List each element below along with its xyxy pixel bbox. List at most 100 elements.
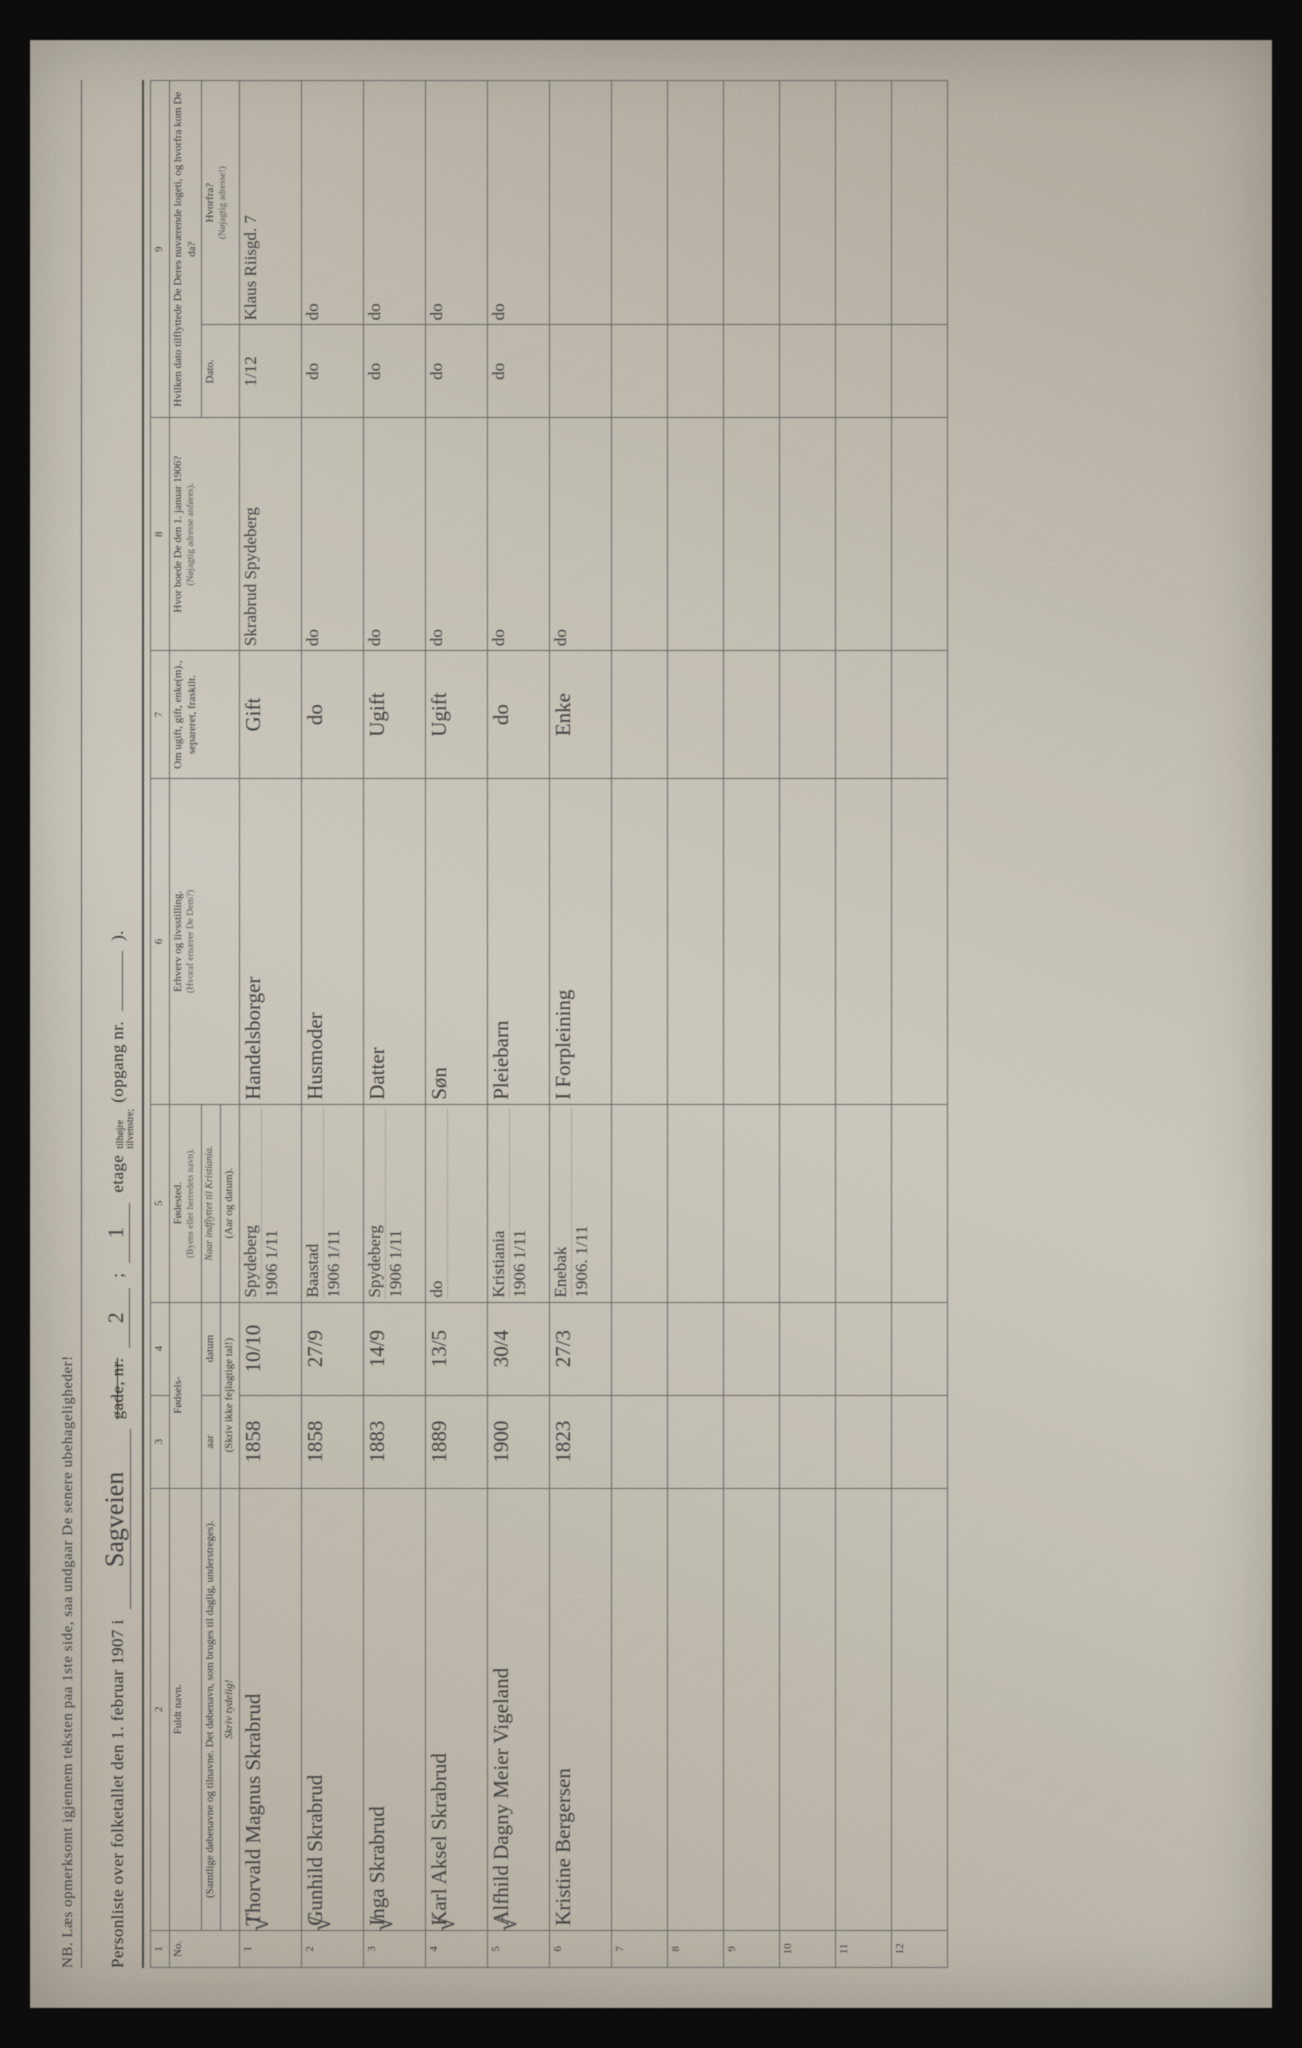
cell-empty <box>611 1104 667 1302</box>
cell-move-from: do <box>487 81 549 325</box>
cell-rownum: 7 <box>611 1930 667 1967</box>
cell-empty <box>723 1395 779 1488</box>
cell-occupation: Søn <box>425 779 487 1105</box>
cell-move-date: do <box>487 325 549 418</box>
cell-empty <box>723 779 779 1105</box>
cell-move-from: do <box>301 81 363 325</box>
cell-name: √Karl Aksel Skrabrud <box>425 1488 487 1930</box>
cell-addr1906: Skrabrud Spydeberg <box>239 418 301 651</box>
cell-empty <box>835 651 891 779</box>
cell-occupation: I Forpleining <box>549 779 611 1105</box>
colnum-9: 9 <box>151 81 170 418</box>
cell-rownum: 3 <box>363 1930 425 1967</box>
cell-empty <box>779 1395 835 1488</box>
colnum-5: 5 <box>151 1104 170 1302</box>
table-row: 6Kristine Bergersen182327/3Enebak1906. 1… <box>549 81 611 1968</box>
cell-empty <box>891 1302 947 1395</box>
table-row: 8 <box>667 81 723 1968</box>
cell-empty <box>891 1395 947 1488</box>
colnum-7: 7 <box>151 651 170 779</box>
cell-empty <box>779 81 835 325</box>
cell-empty <box>723 1488 779 1930</box>
cell-rownum: 11 <box>835 1930 891 1967</box>
cell-birthplace: do <box>425 1104 487 1302</box>
cell-empty <box>891 1104 947 1302</box>
cell-empty <box>835 81 891 325</box>
cell-year: 1823 <box>549 1395 611 1488</box>
col-date: datum <box>202 1302 221 1395</box>
cell-move-date: do <box>301 325 363 418</box>
cell-empty <box>723 325 779 418</box>
cell-addr1906: do <box>487 418 549 651</box>
cell-marital: Gift <box>239 651 301 779</box>
cell-year: 1889 <box>425 1395 487 1488</box>
col-moved-kra-label: Naar indflyttet til Kristiania. <box>204 1109 217 1298</box>
cell-addr1906: do <box>301 418 363 651</box>
cell-empty <box>667 418 723 651</box>
cell-empty <box>891 779 947 1105</box>
cell-empty <box>723 1104 779 1302</box>
cell-move-date: do <box>363 325 425 418</box>
cell-marital: Ugift <box>363 651 425 779</box>
col-birthplace-sub: (Byens eller herredets navn). <box>186 1109 198 1298</box>
cell-move-from: do <box>425 81 487 325</box>
cell-move-from: do <box>363 81 425 325</box>
cell-rownum: 5 <box>487 1930 549 1967</box>
street-name-handwritten: Sagveien <box>100 1429 131 1609</box>
house-number-handwritten: 2 <box>103 1288 130 1348</box>
table-row: 7 <box>611 81 667 1968</box>
cell-empty <box>611 1488 667 1930</box>
cell-year: 1858 <box>239 1395 301 1488</box>
separator: ; <box>108 1273 128 1278</box>
cell-addr1906: do <box>363 418 425 651</box>
cell-birthplace: Enebak1906. 1/11 <box>549 1104 611 1302</box>
cell-marital: Ugift <box>425 651 487 779</box>
colnum-8: 8 <box>151 418 170 651</box>
cell-empty <box>835 325 891 418</box>
cell-birthplace: Kristiania1906 1/11 <box>487 1104 549 1302</box>
cell-empty <box>779 418 835 651</box>
opgang-label: (opgang nr. <box>108 1021 128 1103</box>
cell-name: √Thorvald Magnus Skrabrud <box>239 1488 301 1930</box>
col-occupation-label: Erhverv og livsstilling. <box>172 783 186 1100</box>
side-bottom: tilvenstre; <box>126 1109 136 1149</box>
col-birthplace-label: Fødested. <box>172 1109 186 1298</box>
cell-empty <box>779 1104 835 1302</box>
cell-empty <box>779 325 835 418</box>
cell-empty <box>835 779 891 1105</box>
col-move-from-foot: (Nøjagtig adresse!) <box>218 85 230 320</box>
cell-datum: 13/5 <box>425 1302 487 1395</box>
col-name-sub: (Samtlige døbenavne og tilnavne. Det døb… <box>202 1488 221 1930</box>
cell-empty <box>667 1104 723 1302</box>
cell-rownum: 10 <box>779 1930 835 1967</box>
cell-empty <box>611 325 667 418</box>
form-header: Personliste over folketallet den 1. febr… <box>92 80 144 1968</box>
col-name: Fuldt navn. <box>169 1488 202 1930</box>
cell-empty <box>779 1488 835 1930</box>
cell-rownum: 4 <box>425 1930 487 1967</box>
colnum-4: 4 <box>151 1302 170 1395</box>
colnum-1: 1 <box>151 1930 170 1967</box>
cell-datum: 30/4 <box>487 1302 549 1395</box>
census-form-paper: NB. Læs opmerksomt igjennem teksten paa … <box>30 40 1272 2008</box>
cell-empty <box>723 1302 779 1395</box>
cell-empty <box>891 651 947 779</box>
cell-year: 1883 <box>363 1395 425 1488</box>
gade-label: gade, nr. <box>108 1358 128 1420</box>
cell-name: √Inga Skrabrud <box>363 1488 425 1930</box>
cell-rownum: 12 <box>891 1930 947 1967</box>
cell-datum: 14/9 <box>363 1302 425 1395</box>
table-row: 2√Gunhild Skrabrud185827/9Baastad1906 1/… <box>301 81 363 1968</box>
col-move-from: Hvorfra? (Nøjagtig adresse!) <box>202 81 240 325</box>
table-row: 12 <box>891 81 947 1968</box>
cell-empty <box>723 651 779 779</box>
col-no: No. <box>169 1930 239 1967</box>
cell-move-date <box>549 325 611 418</box>
cell-empty <box>891 418 947 651</box>
table-row: 4√Karl Aksel Skrabrud188913/5doSønUgiftd… <box>425 81 487 1968</box>
nb-instruction: NB. Læs opmerksomt igjennem teksten paa … <box>60 80 82 1968</box>
cell-year: 1900 <box>487 1395 549 1488</box>
cell-occupation: Pleiebarn <box>487 779 549 1105</box>
cell-empty <box>667 1302 723 1395</box>
cell-datum: 27/9 <box>301 1302 363 1395</box>
